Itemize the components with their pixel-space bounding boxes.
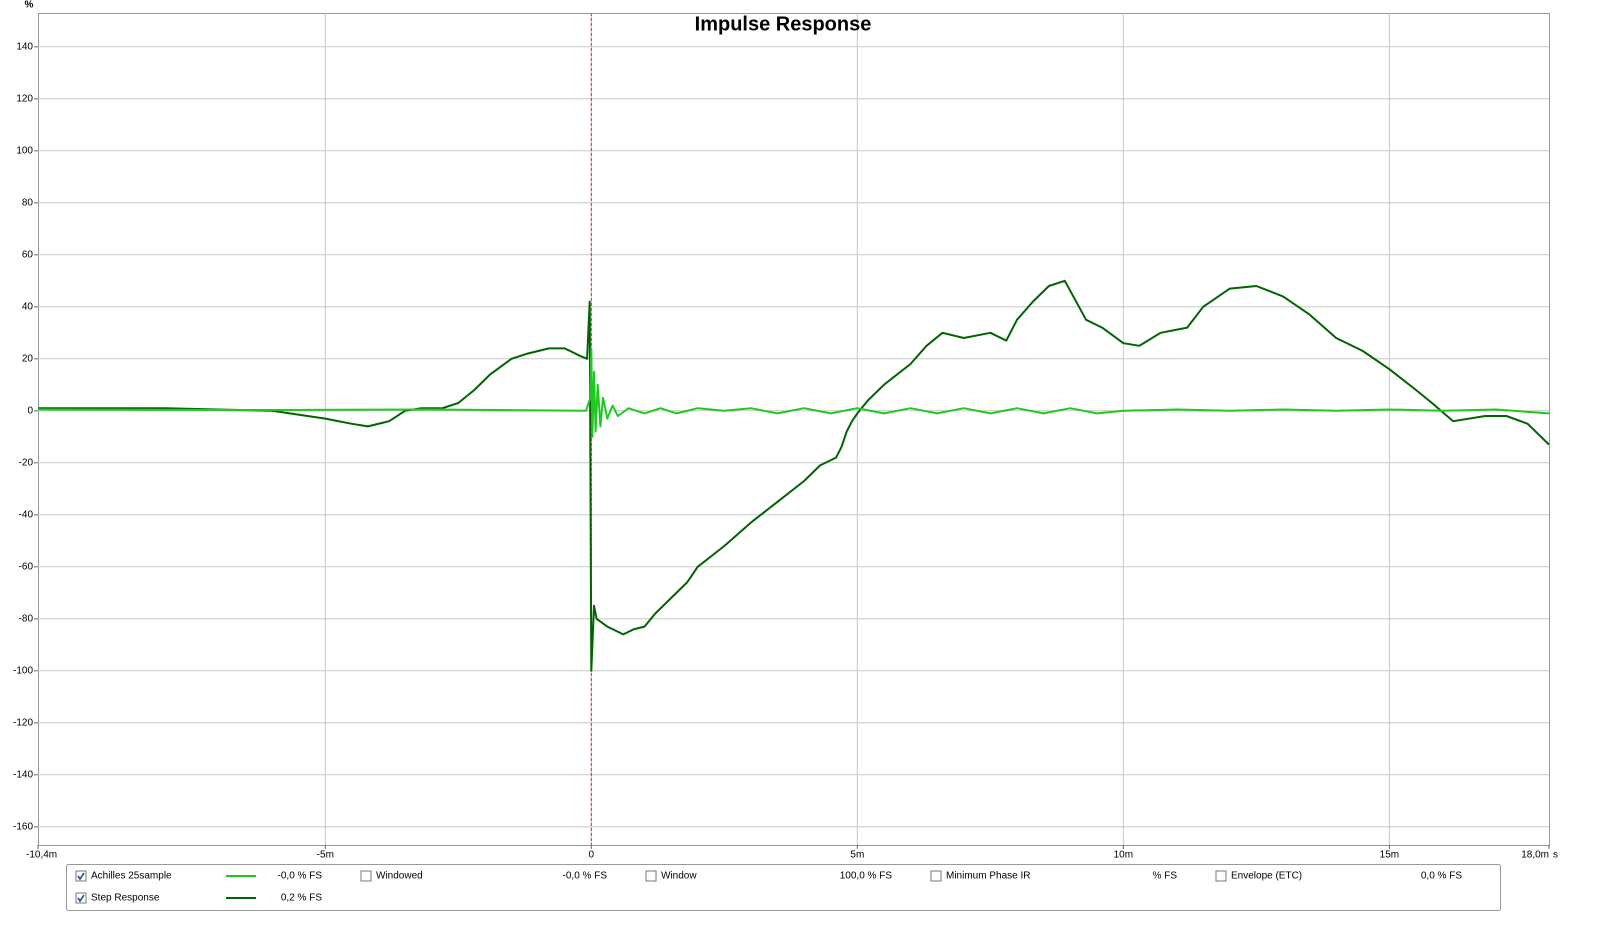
y-unit: % xyxy=(25,0,34,11)
control-label[interactable]: Minimum Phase IR xyxy=(946,871,1030,882)
chart-title: Impulse Response xyxy=(695,13,872,35)
y-tick-label: 140 xyxy=(16,41,33,52)
control-readout: 100,0 % FS xyxy=(840,871,893,882)
x-tick-label: 5m xyxy=(850,850,864,861)
legend-label[interactable]: Achilles 25sample xyxy=(91,871,172,882)
y-tick-label: -120 xyxy=(13,717,33,728)
x-tick-label: -10,4m xyxy=(26,850,57,861)
y-tick-label: -80 xyxy=(19,613,34,624)
y-tick-label: 20 xyxy=(22,353,34,364)
x-unit: s xyxy=(1553,850,1558,861)
y-tick-label: -100 xyxy=(13,665,33,676)
control-readout: 0,0 % FS xyxy=(1421,871,1462,882)
y-tick-label: -140 xyxy=(13,769,33,780)
plot-frame xyxy=(38,13,1550,846)
y-tick-label: -40 xyxy=(19,509,34,520)
y-tick-label: -20 xyxy=(19,457,34,468)
checkbox[interactable] xyxy=(930,870,942,882)
series-line xyxy=(38,279,1550,672)
control-label[interactable]: Windowed xyxy=(376,871,423,882)
y-tick-label: 0 xyxy=(27,405,33,416)
y-tick-label: 120 xyxy=(16,93,33,104)
legend-panel xyxy=(66,864,1501,911)
checkbox[interactable] xyxy=(75,892,87,904)
checkmark xyxy=(77,894,85,903)
checkbox[interactable] xyxy=(360,870,372,882)
legend-readout: -0,0 % FS xyxy=(278,871,323,882)
y-tick-label: -60 xyxy=(19,561,34,572)
checkbox[interactable] xyxy=(75,870,87,882)
checkbox[interactable] xyxy=(1215,870,1227,882)
control-readout: % FS xyxy=(1153,871,1178,882)
checkbox[interactable] xyxy=(645,870,657,882)
control-label[interactable]: Window xyxy=(661,871,697,882)
y-tick-label: 100 xyxy=(16,145,33,156)
x-tick-label: 10m xyxy=(1114,850,1133,861)
x-tick-label: 18,0m xyxy=(1521,850,1549,861)
y-tick-label: 60 xyxy=(22,249,34,260)
x-tick-label: -5m xyxy=(317,850,334,861)
y-tick-label: 40 xyxy=(22,301,34,312)
x-tick-label: 15m xyxy=(1380,850,1399,861)
y-tick-label: 80 xyxy=(22,197,34,208)
legend-readout: 0,2 % FS xyxy=(281,893,322,904)
x-tick-label: 0 xyxy=(589,850,595,861)
y-tick-label: -160 xyxy=(13,821,33,832)
checkmark xyxy=(77,872,85,881)
legend-label[interactable]: Step Response xyxy=(91,893,160,904)
control-label[interactable]: Envelope (ETC) xyxy=(1231,871,1302,882)
series-line xyxy=(37,347,1550,438)
control-readout: -0,0 % FS xyxy=(563,871,608,882)
